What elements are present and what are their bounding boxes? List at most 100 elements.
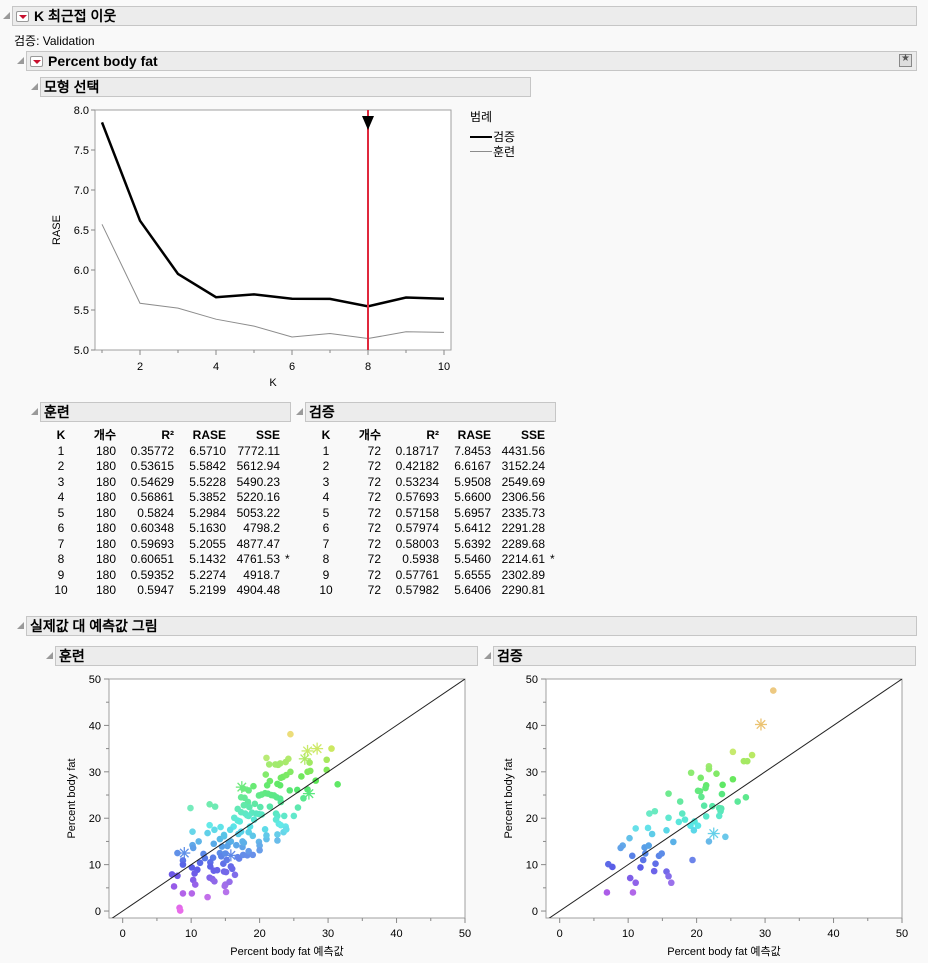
svg-text:0: 0: [532, 906, 538, 918]
svg-text:RASE: RASE: [51, 215, 63, 245]
svg-text:Percent body fat 예측값: Percent body fat 예측값: [667, 945, 781, 958]
table-cell: [545, 490, 561, 506]
table-cell: 5220.16: [236, 490, 280, 505]
table-cell: 5: [322, 505, 330, 520]
table-cell: 0.54629: [130, 474, 174, 489]
svg-text:0: 0: [557, 928, 563, 940]
table-cell: 180: [95, 474, 116, 489]
table-cell: 10: [54, 583, 68, 598]
svg-text:30: 30: [89, 767, 101, 779]
table-cell: 4918.7: [243, 567, 280, 582]
red-triangle-menu-icon[interactable]: [16, 10, 29, 22]
disclosure-icon[interactable]: [484, 652, 491, 659]
table-cell: [280, 536, 296, 552]
table-cell: 4: [322, 490, 330, 505]
disclosure-icon[interactable]: [3, 12, 10, 19]
table-cell: 2289.68: [501, 536, 545, 551]
table-cell: [280, 459, 296, 475]
table-row: 2 180 0.53615 5.5842 5612.94: [52, 459, 296, 475]
table-cell: 0.42182: [395, 459, 439, 474]
legend-item-validation[interactable]: 검증: [470, 128, 515, 145]
table-cell: 5.6555: [454, 567, 491, 582]
svg-text:8: 8: [365, 361, 371, 373]
svg-text:40: 40: [89, 720, 101, 732]
svg-text:6.0: 6.0: [74, 265, 89, 277]
validation-scatter-plot: 0 10 20 30 40 50 0 10 20 30 40 50 Percent body fat 예…: [503, 674, 908, 958]
report-header: K 최근접 이웃: [12, 6, 917, 26]
disclosure-icon[interactable]: [17, 622, 24, 629]
table-row: 5 180 0.5824 5.2984 5053.22: [52, 505, 296, 521]
table-cell: 5053.22: [236, 505, 280, 520]
training-table-header: 훈련: [40, 402, 291, 422]
table-cell: 72: [367, 583, 381, 598]
table-cell: 72: [367, 490, 381, 505]
svg-text:40: 40: [390, 928, 402, 940]
k-selector-handle-icon[interactable]: [362, 116, 374, 130]
training-table-title: 훈련: [44, 404, 70, 420]
disclosure-icon[interactable]: [296, 408, 303, 415]
table-cell: 0.57761: [395, 567, 439, 582]
disclosure-icon[interactable]: [31, 408, 38, 415]
table-cell: 4761.53: [236, 552, 280, 567]
table-cell: 2: [57, 459, 65, 474]
table-cell: 2291.28: [501, 521, 545, 536]
table-cell: *: [285, 552, 290, 567]
table-cell: 0.57158: [395, 505, 439, 520]
table-cell: [280, 567, 296, 583]
table-cell: 2214.61: [501, 552, 545, 567]
svg-text:10: 10: [526, 860, 538, 872]
legend-item-training[interactable]: 훈련: [470, 143, 515, 160]
table-row: 3 72 0.53234 5.9508 2549.69: [317, 474, 561, 490]
table-cell: 7.8453: [454, 443, 491, 458]
table-cell: 3: [322, 474, 330, 489]
table-row: 1 180 0.35772 6.5710 7772.11: [52, 443, 296, 459]
table-cell: 72: [367, 536, 381, 551]
pin-icon[interactable]: [899, 53, 912, 67]
column-header: RASE: [457, 427, 491, 442]
validation-table-title: 검증: [309, 404, 335, 420]
training-stats-table: K 개수 R² RASE SSE 1 180 0.35772 6.5710 7772.11 2 180…: [52, 426, 296, 598]
table-cell: 8: [322, 552, 330, 567]
table-cell: 0.56861: [130, 490, 174, 505]
table-cell: 72: [367, 521, 381, 536]
table-cell: 0.5938: [402, 552, 439, 567]
training-plot-title: 훈련: [59, 648, 85, 664]
table-cell: 5.1630: [189, 521, 226, 536]
table-cell: 0.57974: [395, 521, 439, 536]
legend-swatch-thin: [470, 151, 492, 152]
table-row: 9 72 0.57761 5.6555 2302.89: [317, 567, 561, 583]
column-header: R²: [426, 427, 439, 442]
svg-text:10: 10: [89, 860, 101, 872]
table-cell: 3: [57, 474, 65, 489]
table-cell: 5.5842: [189, 459, 226, 474]
table-cell: 5.9508: [454, 474, 491, 489]
table-cell: [545, 521, 561, 537]
svg-text:5.0: 5.0: [74, 345, 89, 357]
column-header: SSE: [255, 427, 280, 442]
svg-text:Percent body fat: Percent body fat: [503, 758, 515, 838]
table-cell: [280, 505, 296, 521]
svg-text:20: 20: [690, 928, 702, 940]
table-row: 9 180 0.59352 5.2274 4918.7: [52, 567, 296, 583]
table-cell: 4904.48: [236, 583, 280, 598]
table-cell: 5.2984: [189, 505, 226, 520]
svg-text:Percent body fat: Percent body fat: [66, 758, 78, 838]
red-triangle-menu-icon[interactable]: [30, 55, 43, 67]
disclosure-icon[interactable]: [31, 83, 38, 90]
column-header: [545, 426, 561, 443]
svg-text:10: 10: [622, 928, 634, 940]
disclosure-icon[interactable]: [17, 57, 24, 64]
response-header: Percent body fat: [26, 51, 917, 71]
table-cell: 72: [367, 443, 381, 458]
table-cell: [545, 505, 561, 521]
table-cell: 180: [95, 521, 116, 536]
table-cell: 1: [57, 443, 65, 458]
svg-text:20: 20: [253, 928, 265, 940]
svg-text:20: 20: [89, 813, 101, 825]
svg-text:0: 0: [95, 906, 101, 918]
table-cell: 72: [367, 459, 381, 474]
table-cell: 6: [57, 521, 65, 536]
table-cell: 5.2199: [189, 583, 226, 598]
disclosure-icon[interactable]: [46, 652, 53, 659]
table-cell: [545, 536, 561, 552]
